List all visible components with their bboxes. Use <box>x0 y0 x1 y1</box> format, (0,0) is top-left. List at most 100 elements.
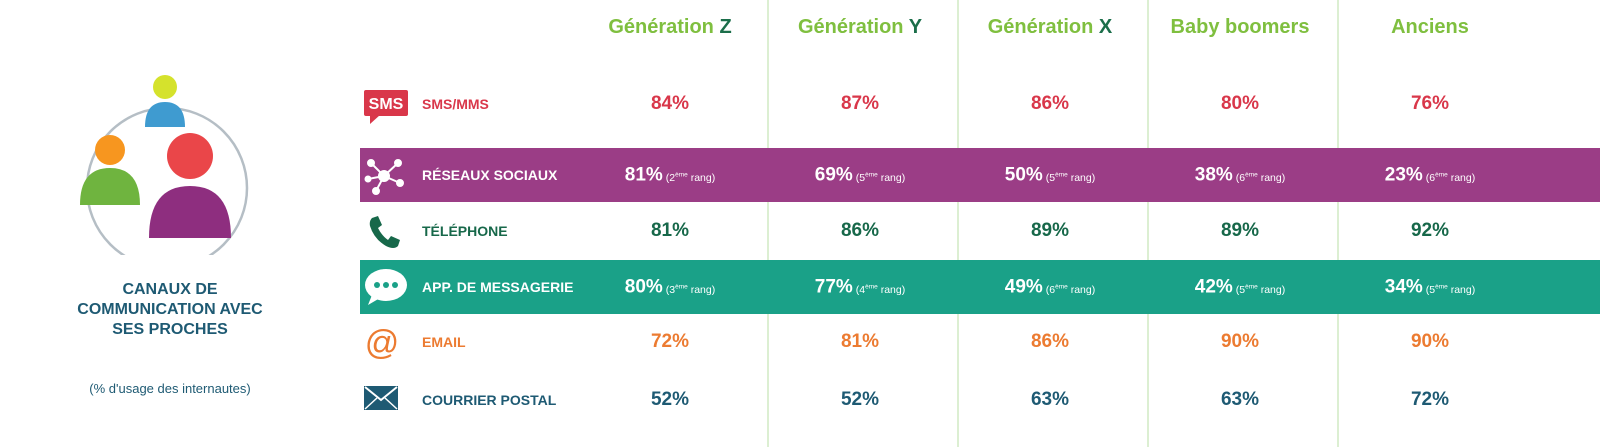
network-icon <box>364 159 404 195</box>
table-cell: 50% (5ème rang) <box>955 163 1145 190</box>
table-cell: 72% <box>1335 388 1525 412</box>
cell-value: 81% <box>624 164 663 186</box>
table-cell: 81% <box>575 219 765 243</box>
table-cell: 90% <box>1335 330 1525 354</box>
cell-value: 80% <box>624 276 663 298</box>
row-label-reseaux-sociaux: RÉSEAUX SOCIAUX <box>422 167 558 183</box>
column-header: Génération Y <box>765 16 955 39</box>
column-divider <box>957 0 959 447</box>
cell-value: 84% <box>650 93 690 114</box>
at-sign-icon: @ <box>365 324 400 362</box>
table-cell: 63% <box>955 388 1145 412</box>
row-label-telephone: TÉLÉPHONE <box>422 223 508 239</box>
svg-text:@: @ <box>365 324 400 362</box>
chat-bubble-icon <box>365 269 407 305</box>
column-header-text: Génération <box>608 16 720 38</box>
table-cell: 89% <box>1145 219 1335 243</box>
row-label-app-messagerie: APP. DE MESSAGERIE <box>422 279 574 295</box>
cell-value: 52% <box>650 389 690 410</box>
table-cell: 34% (5ème rang) <box>1335 275 1525 302</box>
table-cell: 86% <box>955 92 1145 116</box>
cell-value: 76% <box>1410 93 1450 114</box>
page-subtitle: (% d'usage des internautes) <box>89 381 251 396</box>
table-cell: 86% <box>955 330 1145 354</box>
row-label-sms-mms: SMS/MMS <box>422 96 489 112</box>
table-cell: 84% <box>575 92 765 116</box>
cell-value: 86% <box>1030 331 1070 352</box>
cell-value: 63% <box>1030 389 1070 410</box>
cell-value: 77% <box>814 276 853 298</box>
cell-value: 72% <box>650 331 690 352</box>
column-header-text: Génération <box>797 16 909 38</box>
row-label-email: EMAIL <box>422 334 466 350</box>
table-cell: 87% <box>765 92 955 116</box>
cell-value: 90% <box>1220 331 1260 352</box>
cell-rank: (6ème rang) <box>1425 171 1476 184</box>
row-label-courrier-postal: COURRIER POSTAL <box>422 392 557 408</box>
column-divider <box>1337 0 1339 447</box>
cell-value: 80% <box>1220 93 1260 114</box>
cell-value: 63% <box>1220 389 1260 410</box>
table-cell: 38% (6ème rang) <box>1145 163 1335 190</box>
table-cell: 52% <box>765 388 955 412</box>
cell-value: 38% <box>1194 164 1233 186</box>
table-cell: 77% (4ème rang) <box>765 275 955 302</box>
cell-value: 89% <box>1220 220 1260 241</box>
cell-value: 34% <box>1384 276 1423 298</box>
cell-value: 89% <box>1030 220 1070 241</box>
table-cell: 89% <box>955 219 1145 243</box>
table-cell: 81% (2ème rang) <box>575 163 765 190</box>
page-title: CANAUX DE COMMUNICATION AVEC SES PROCHES <box>77 281 263 338</box>
cell-value: 50% <box>1004 164 1043 186</box>
column-header: Génération X <box>955 16 1145 39</box>
cell-value: 86% <box>1030 93 1070 114</box>
column-header: Génération Z <box>575 16 765 39</box>
cell-value: 81% <box>650 220 690 241</box>
column-header-text: Baby boomers <box>1170 16 1310 38</box>
column-header: Anciens <box>1335 16 1525 39</box>
table-cell: 80% <box>1145 92 1335 116</box>
cell-rank: (5ème rang) <box>1045 171 1096 184</box>
column-header-letter: X <box>1098 16 1113 38</box>
column-header-text: Génération <box>987 16 1099 38</box>
table-cell: 42% (5ème rang) <box>1145 275 1335 302</box>
cell-value: 52% <box>840 389 880 410</box>
table-cell: 52% <box>575 388 765 412</box>
table-cell: 92% <box>1335 219 1525 243</box>
cell-rank: (2ème rang) <box>665 171 716 184</box>
column-divider <box>1147 0 1149 447</box>
cell-rank: (5ème rang) <box>855 171 906 184</box>
table-cell: 76% <box>1335 92 1525 116</box>
column-header-text: Anciens <box>1391 16 1469 38</box>
column-header: Baby boomers <box>1145 16 1335 39</box>
column-divider <box>767 0 769 447</box>
sms-icon: SMS <box>364 90 408 124</box>
table-cell: 72% <box>575 330 765 354</box>
envelope-icon <box>364 386 398 410</box>
cell-value: 49% <box>1004 276 1043 298</box>
cell-value: 81% <box>840 331 880 352</box>
people-group-icon <box>80 75 249 255</box>
cell-value: 72% <box>1410 389 1450 410</box>
table-cell: 23% (6ème rang) <box>1335 163 1525 190</box>
table-cell: 81% <box>765 330 955 354</box>
table-cell: 69% (5ème rang) <box>765 163 955 190</box>
table-cell: 49% (6ème rang) <box>955 275 1145 302</box>
reseaux-sociaux-band <box>360 148 1600 202</box>
column-header-letter: Y <box>908 16 923 38</box>
table-cell: 63% <box>1145 388 1335 412</box>
table-cell: 80% (3ème rang) <box>575 275 765 302</box>
cell-value: 23% <box>1384 164 1423 186</box>
cell-rank: (3ème rang) <box>665 283 716 296</box>
table-cell: 86% <box>765 219 955 243</box>
cell-rank: (6ème rang) <box>1045 283 1096 296</box>
cell-rank: (6ème rang) <box>1235 171 1286 184</box>
cell-rank: (5ème rang) <box>1235 283 1286 296</box>
cell-value: 92% <box>1410 220 1450 241</box>
messagerie-band <box>360 260 1600 314</box>
cell-rank: (4ème rang) <box>855 283 906 296</box>
table-cell: 90% <box>1145 330 1335 354</box>
svg-text:SMS: SMS <box>369 96 404 113</box>
cell-value: 86% <box>840 220 880 241</box>
cell-value: 90% <box>1410 331 1450 352</box>
